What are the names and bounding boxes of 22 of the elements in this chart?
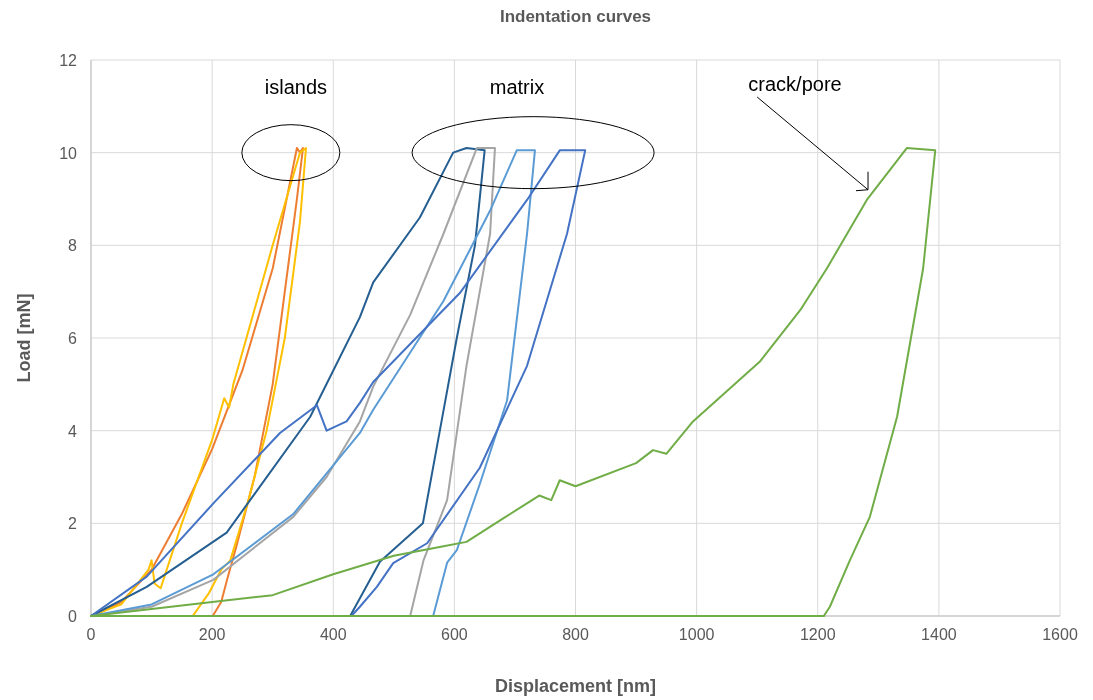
x-tick-label: 400 [319, 626, 347, 643]
annotation: matrix [489, 76, 545, 98]
x-tick-label: 0 [86, 626, 96, 643]
x-tick-label: 200 [198, 626, 226, 643]
y-tick-label: 8 [68, 237, 78, 255]
x-tick-label: 1400 [921, 626, 957, 643]
x-tick-label: 600 [441, 626, 468, 643]
x-tick-label: 800 [562, 626, 589, 643]
x-tick-label: 1000 [678, 626, 715, 643]
x-axis-title: Displacement [nm] [494, 676, 657, 696]
x-tick-label: 1200 [799, 626, 836, 643]
y-tick-label: 12 [59, 52, 78, 69]
y-tick-label: 0 [68, 608, 78, 625]
annotation: islands [264, 76, 328, 98]
chart-title: Indentation curves [499, 7, 652, 26]
y-tick-label: 2 [68, 515, 78, 533]
y-axis-title: Load [mN] [14, 293, 34, 383]
y-tick-label: 6 [68, 330, 78, 347]
y-tick-label: 10 [59, 144, 78, 162]
y-tick-label: 4 [68, 422, 78, 440]
x-tick-label: 1600 [1042, 626, 1078, 643]
annotation: crack/pore [748, 73, 842, 95]
